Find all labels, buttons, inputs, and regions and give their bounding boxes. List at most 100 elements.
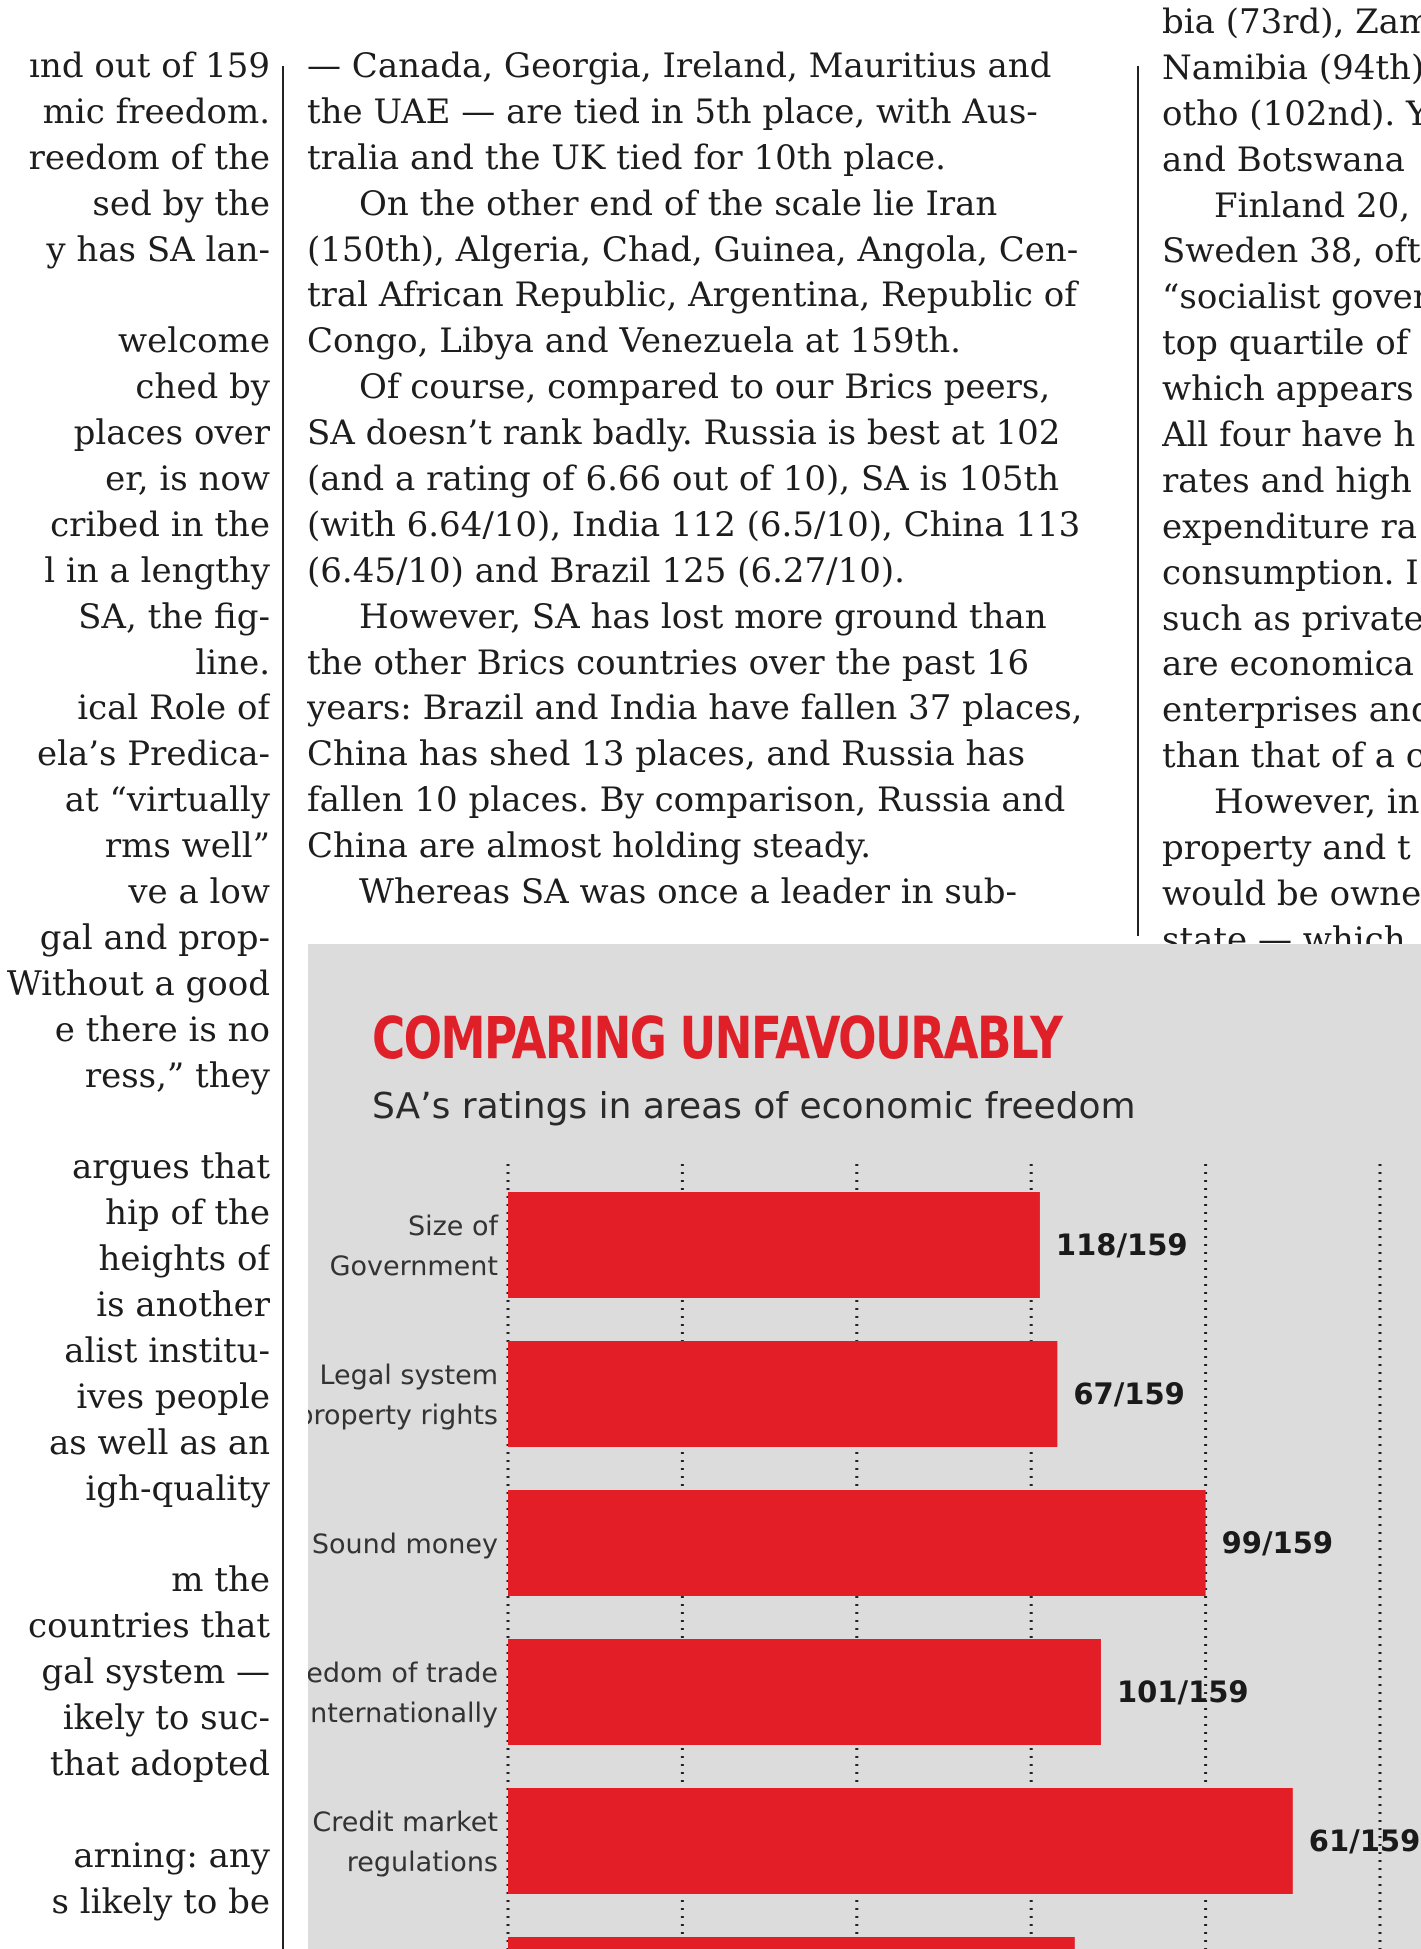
text-line: l in a lengthy (44, 550, 270, 591)
bar-value-label: 101/159 (1117, 1675, 1249, 1709)
text-line: er, is now (105, 459, 270, 500)
text-line (0, 273, 270, 319)
text-line: However, in (1214, 782, 1420, 823)
text-line: line. (195, 642, 270, 683)
text-line: All four have h (1162, 415, 1416, 456)
text-line (0, 1099, 270, 1145)
text-line: — Canada, Georgia, Ireland, Mauritius an… (307, 46, 1052, 86)
category-label: Sound money (312, 1529, 498, 1560)
text-line: ela’s Predica- (36, 734, 270, 775)
bar-value-label: 118/159 (1056, 1228, 1188, 1262)
bar-value-label: 99/159 (1222, 1526, 1333, 1560)
bar (508, 1490, 1206, 1596)
bar (508, 1192, 1040, 1298)
text-line: (and a rating of 6.66 out of 10), SA is … (307, 459, 1060, 500)
text-line: gal and prop- (39, 917, 270, 958)
text-line: Namibia (94th) (1162, 47, 1421, 88)
text-line: “socialist gover (1162, 277, 1421, 318)
text-line: However, SA has lost more ground than (359, 596, 1047, 637)
text-line: which appears (1162, 369, 1414, 410)
category-label: & property rights (308, 1400, 498, 1431)
text-line: mic freedom. (42, 91, 270, 132)
bar-value-label: 61/159 (1309, 1824, 1420, 1858)
text-line: reedom of the (28, 137, 270, 178)
text-line: ikely to suc- (62, 1698, 270, 1739)
category-label: internationally (308, 1698, 498, 1729)
category-label: regulations (347, 1847, 498, 1878)
text-line: that adopted (49, 1743, 270, 1784)
bar (508, 1341, 1058, 1447)
bar-value-label: 67/159 (1073, 1377, 1184, 1411)
article-column-middle: — Canada, Georgia, Ireland, Mauritius an… (307, 0, 1115, 916)
text-line: property and t (1162, 828, 1411, 869)
text-line: arning: any (73, 1835, 270, 1876)
text-line: fallen 10 places. By comparison, Russia … (307, 780, 1066, 821)
text-line: (with 6.64/10), India 112 (6.5/10), Chin… (307, 504, 1081, 545)
column-divider (1137, 66, 1139, 936)
text-line: m the (171, 1560, 270, 1601)
text-line: welcome (118, 321, 270, 362)
text-line: ched by (135, 367, 270, 408)
text-line: alist institu- (64, 1330, 270, 1371)
text-line: and Botswana (1162, 139, 1405, 180)
category-label: Freedom of trade (308, 1658, 498, 1689)
text-line: cribed in the (50, 504, 270, 545)
chart-subtitle: SA’s ratings in areas of economic freedo… (372, 1086, 1136, 1127)
text-line: Congo, Libya and Venezuela at 159th. (307, 321, 961, 362)
text-line: SA doesn’t rank badly. Russia is best at… (307, 413, 1061, 454)
text-line: s likely to be (51, 1881, 270, 1922)
article-column-right: bia (73rd), Zam Namibia (94th) otho (102nd… (1162, 0, 1421, 964)
text-line: are economica (1162, 644, 1414, 685)
text-line: years: Brazil and India have fallen 37 p… (307, 688, 1083, 729)
category-label: Credit market (312, 1807, 498, 1838)
text-line: ve a low (128, 872, 270, 913)
text-line: China has shed 13 places, and Russia has (307, 734, 1026, 775)
text-line: China are almost holding steady. (307, 826, 872, 867)
text-line: expenditure ra (1162, 506, 1417, 547)
text-line: the other Brics countries over the past … (307, 642, 1030, 683)
text-line: e there is no (54, 1009, 270, 1050)
bar (508, 1639, 1101, 1745)
text-line: (6.45/10) and Brazil 125 (6.27/10). (307, 550, 905, 591)
text-line: Whereas SA was once a leader in sub- (359, 872, 1017, 913)
category-label: Legal system (319, 1360, 498, 1391)
text-line: Of course, compared to our Brics peers, (359, 367, 1051, 408)
category-label: Government (330, 1251, 498, 1282)
text-line: than that of a c (1162, 736, 1421, 777)
text-line: heights of (98, 1239, 270, 1280)
text-line: enterprises and (1162, 690, 1421, 731)
text-line: countries that (28, 1606, 270, 1647)
text-line (0, 1513, 270, 1559)
bar (508, 1788, 1293, 1894)
text-line: gal system — (41, 1652, 270, 1693)
text-line: the UAE — are tied in 5th place, with Au… (307, 91, 1038, 132)
text-line: Finland 20, (1214, 185, 1411, 226)
text-line: rms well” (104, 826, 270, 867)
text-line: sed by the (92, 183, 270, 224)
text-line: otho (102nd). Y (1162, 93, 1421, 134)
text-line: is another (96, 1285, 270, 1326)
text-line: such as private (1162, 598, 1421, 639)
article-column-left: ınd out of 159 mic freedom. reedom of the s… (0, 0, 270, 1926)
chart-title: COMPARING UNFAVOURABLY (372, 1004, 1063, 1072)
text-line (0, 1788, 270, 1834)
category-label: Size of (408, 1211, 500, 1242)
bar-chart: 118/159 Size of Government 67/159 Legal syst… (308, 1164, 1420, 1949)
text-line: ınd out of 159 (29, 46, 270, 86)
text-line: ical Role of (77, 688, 270, 729)
text-line: at “virtually (64, 780, 270, 821)
text-line: would be owne (1162, 873, 1421, 914)
text-line: On the other end of the scale lie Iran (359, 183, 998, 224)
text-line: y has SA lan- (46, 229, 270, 270)
chart-panel: COMPARING UNFAVOURABLY SA’s ratings in a… (308, 944, 1421, 1949)
text-line: Sweden 38, oft (1162, 231, 1421, 272)
text-line: SA, the fig- (78, 596, 270, 637)
text-line: consumption. I (1162, 552, 1419, 593)
text-line: rates and high (1162, 460, 1412, 501)
text-line: bia (73rd), Zam (1162, 2, 1421, 42)
text-line: Without a good (6, 963, 270, 1004)
text-line: as well as an (49, 1422, 270, 1463)
text-line: tralia and the UK tied for 10th place. (307, 137, 946, 178)
text-line: ress,” they (84, 1055, 270, 1096)
text-line: hip of the (105, 1193, 270, 1234)
